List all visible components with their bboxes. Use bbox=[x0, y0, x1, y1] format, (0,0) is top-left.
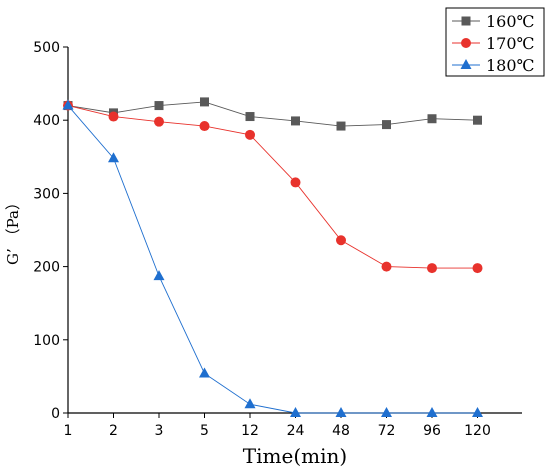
y-tick-label: 100 bbox=[33, 333, 60, 349]
data-point bbox=[200, 97, 209, 107]
data-point bbox=[336, 121, 346, 131]
series-line bbox=[67, 101, 478, 127]
data-point bbox=[427, 263, 437, 274]
data-point bbox=[426, 407, 438, 417]
legend: 160℃ 170℃ 180℃ bbox=[445, 7, 545, 77]
series-0 bbox=[63, 97, 482, 131]
data-point bbox=[290, 177, 301, 188]
y-ticks: 0 100 200 300 400 500 bbox=[33, 40, 68, 422]
y-tick-label: 400 bbox=[33, 113, 60, 129]
x-tick-label: 96 bbox=[423, 423, 441, 439]
data-point bbox=[154, 116, 164, 127]
y-tick-label: 500 bbox=[33, 40, 60, 56]
data-point bbox=[335, 407, 347, 417]
legend-label: 180℃ bbox=[486, 56, 534, 75]
data-point bbox=[154, 101, 164, 111]
x-tick-label: 24 bbox=[287, 423, 305, 439]
data-point bbox=[108, 111, 119, 122]
data-point bbox=[245, 112, 255, 122]
x-tick-label: 72 bbox=[378, 423, 396, 439]
data-point bbox=[472, 407, 483, 417]
legend-items: 160℃ 170℃ 180℃ bbox=[452, 12, 534, 75]
data-point bbox=[290, 407, 301, 417]
legend-item: 160℃ bbox=[452, 12, 534, 31]
data-point bbox=[199, 367, 210, 378]
series-line bbox=[67, 105, 478, 269]
data-point bbox=[381, 407, 392, 417]
data-point bbox=[472, 263, 483, 274]
data-point bbox=[336, 235, 346, 246]
legend-marker bbox=[461, 16, 471, 26]
data-point bbox=[62, 99, 74, 110]
data-point bbox=[244, 398, 256, 409]
legend-marker bbox=[460, 59, 472, 69]
series-line bbox=[67, 105, 478, 414]
series-2 bbox=[62, 99, 483, 417]
x-tick-label: 1 bbox=[64, 423, 73, 439]
x-axis-title: Time(min) bbox=[243, 444, 347, 468]
x-tick-label: 3 bbox=[155, 423, 164, 439]
data-point bbox=[245, 129, 255, 140]
series-layer bbox=[62, 97, 483, 417]
data-point bbox=[153, 270, 165, 281]
data-point bbox=[382, 120, 391, 130]
legend-marker bbox=[461, 38, 471, 48]
data-point bbox=[427, 114, 437, 124]
y-tick-label: 300 bbox=[33, 186, 60, 202]
x-tick-label: 2 bbox=[109, 423, 118, 439]
legend-item: 180℃ bbox=[452, 56, 534, 75]
legend-item: 170℃ bbox=[452, 34, 534, 53]
data-point bbox=[291, 116, 300, 126]
data-point bbox=[199, 121, 210, 132]
data-point bbox=[381, 261, 392, 272]
y-tick-label: 0 bbox=[51, 406, 60, 422]
x-tick-label: 120 bbox=[464, 423, 491, 439]
series-1 bbox=[63, 100, 483, 274]
x-tick-label: 5 bbox=[200, 423, 209, 439]
legend-label: 160℃ bbox=[486, 12, 534, 31]
legend-label: 170℃ bbox=[486, 34, 534, 53]
x-tick-label: 48 bbox=[332, 423, 350, 439]
x-tick-label: 12 bbox=[241, 423, 259, 439]
y-axis-title: G’ （Pa） bbox=[4, 195, 22, 265]
x-ticks: 1 2 3 5 12 24 48 72 96 120 bbox=[64, 413, 491, 439]
y-tick-label: 200 bbox=[33, 260, 60, 276]
data-point bbox=[473, 115, 482, 125]
data-point bbox=[108, 152, 119, 163]
